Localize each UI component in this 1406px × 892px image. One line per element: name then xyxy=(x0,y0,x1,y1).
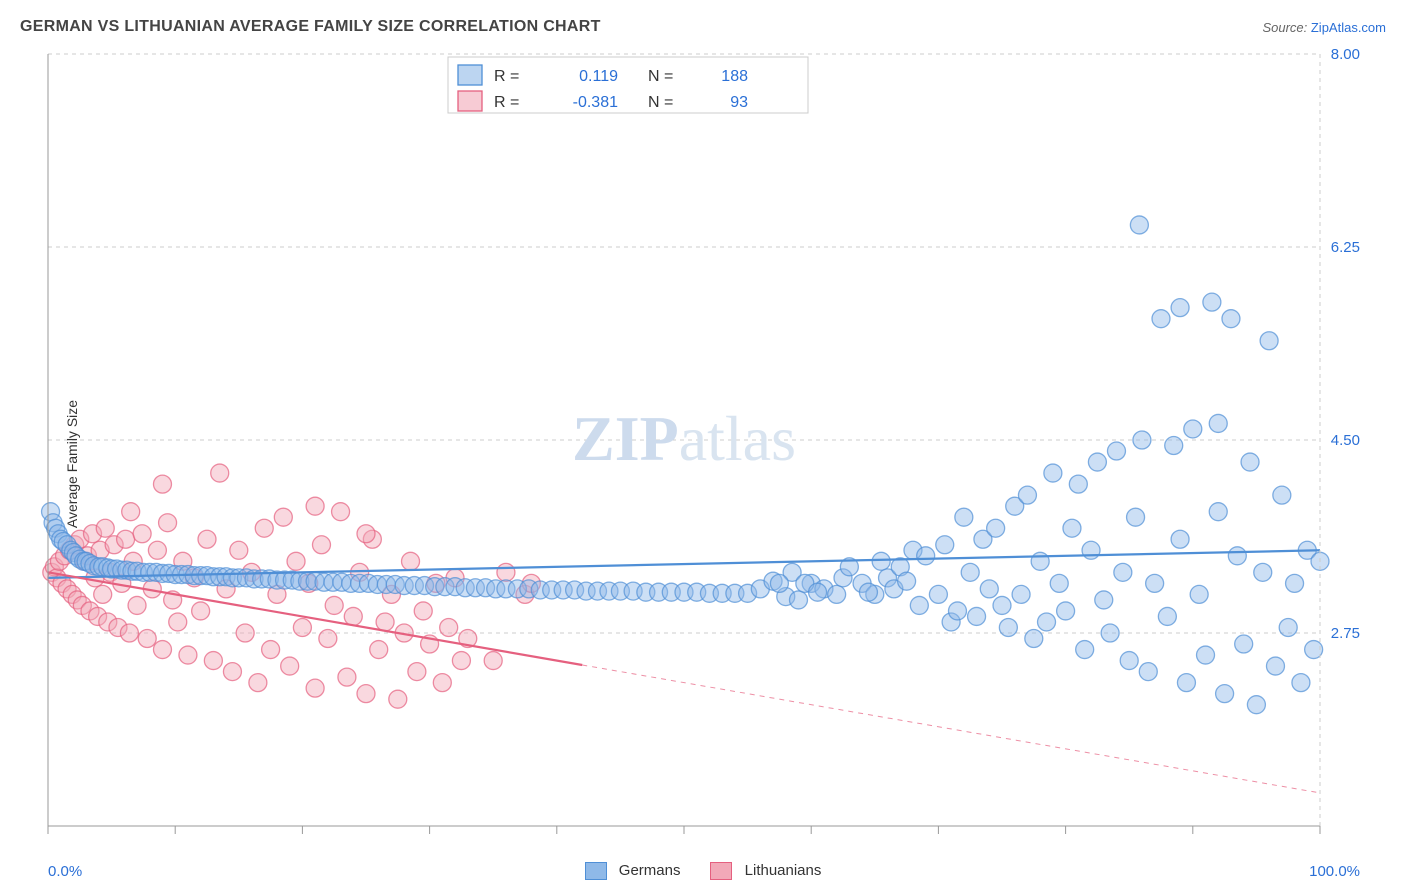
svg-text:-0.381: -0.381 xyxy=(573,94,618,111)
legend-item-lithuanians: Lithuanians xyxy=(710,862,821,880)
svg-text:188: 188 xyxy=(721,68,748,85)
svg-text:R =: R = xyxy=(494,68,519,85)
svg-text:R =: R = xyxy=(494,94,519,111)
bottom-legend: Germans Lithuanians xyxy=(0,862,1406,880)
chart-area: Average Family Size 2.75 4.50 6.25 8.00 ZIPa… xyxy=(0,44,1406,884)
source-link[interactable]: ZipAtlas.com xyxy=(1311,20,1386,35)
svg-text:N =: N = xyxy=(648,68,673,85)
chart-title: GERMAN VS LITHUANIAN AVERAGE FAMILY SIZE… xyxy=(20,18,601,36)
legend-swatch-germans xyxy=(585,862,607,880)
source-prefix: Source: xyxy=(1262,20,1310,35)
svg-text:93: 93 xyxy=(730,94,748,111)
legend-item-germans: Germans xyxy=(585,862,681,880)
legend-swatch-lithuanians xyxy=(710,862,732,880)
svg-text:0.119: 0.119 xyxy=(579,68,618,85)
svg-text:4.50: 4.50 xyxy=(1331,432,1360,449)
svg-text:6.25: 6.25 xyxy=(1331,239,1360,256)
legend-label-lithuanians: Lithuanians xyxy=(745,862,822,879)
svg-text:8.00: 8.00 xyxy=(1331,46,1360,63)
scatter-chart: 2.75 4.50 6.25 8.00 ZIPatlas R = 0.119 N = 188 R … xyxy=(0,44,1370,854)
chart-header: GERMAN VS LITHUANIAN AVERAGE FAMILY SIZE… xyxy=(0,0,1406,44)
svg-text:ZIPatlas: ZIPatlas xyxy=(572,403,796,474)
svg-text:2.75: 2.75 xyxy=(1331,625,1360,642)
legend-label-germans: Germans xyxy=(619,862,681,879)
chart-source: Source: ZipAtlas.com xyxy=(1262,20,1386,35)
y-axis-label: Average Family Size xyxy=(64,400,80,528)
svg-text:N =: N = xyxy=(648,94,673,111)
